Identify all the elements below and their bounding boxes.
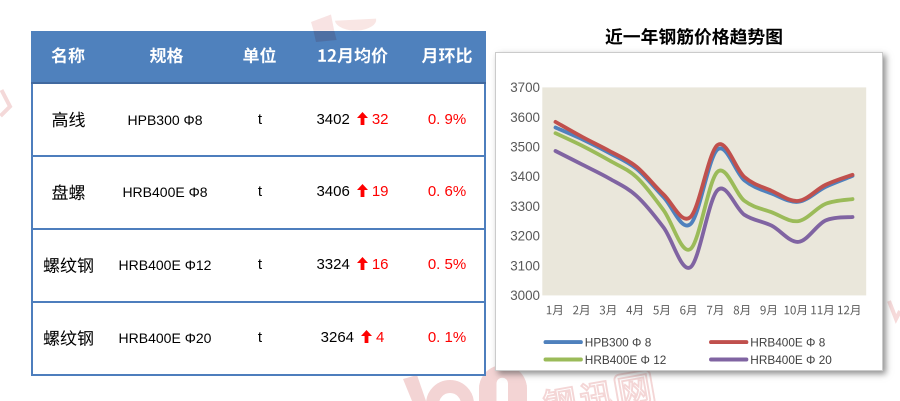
svg-text:HRB400E Φ 12: HRB400E Φ 12: [585, 353, 667, 367]
svg-text:HRB400E Φ 20: HRB400E Φ 20: [750, 353, 832, 367]
svg-text:HPB300 Φ 8: HPB300 Φ 8: [585, 335, 652, 349]
svg-text:3600: 3600: [510, 110, 540, 125]
svg-text:HRB400E Φ 8: HRB400E Φ 8: [750, 335, 825, 349]
svg-text:3500: 3500: [510, 140, 540, 155]
svg-text:3100: 3100: [510, 258, 540, 273]
svg-text:3400: 3400: [510, 169, 540, 184]
svg-text:3700: 3700: [510, 80, 540, 95]
svg-text:3200: 3200: [510, 229, 540, 244]
svg-text:3000: 3000: [510, 288, 540, 303]
svg-text:3300: 3300: [510, 199, 540, 214]
